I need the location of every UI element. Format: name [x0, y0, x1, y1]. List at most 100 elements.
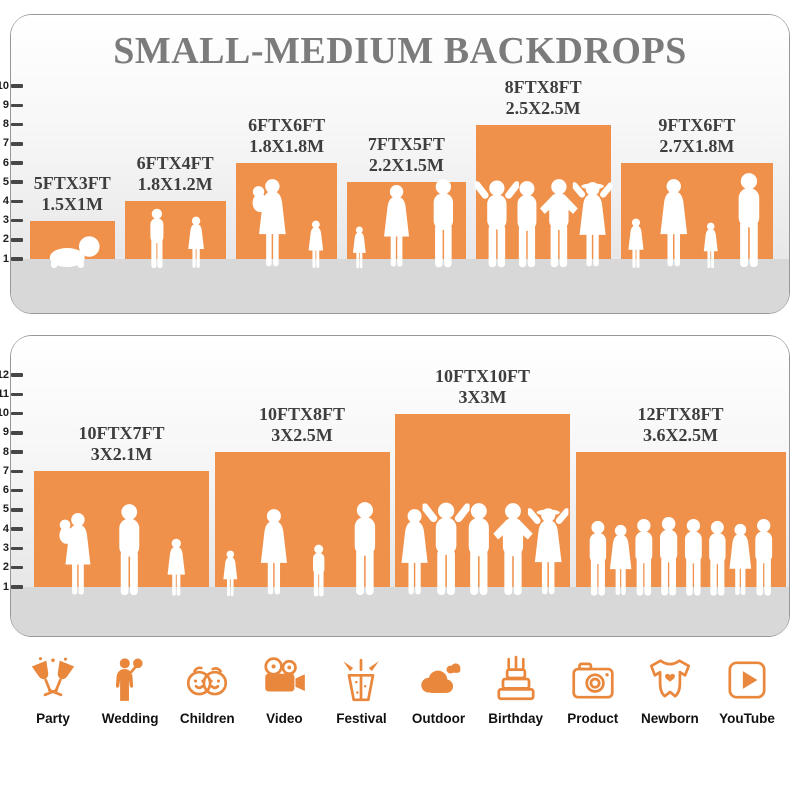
axis-tick	[11, 142, 23, 146]
axis-tick	[11, 161, 23, 165]
category-label: Wedding	[101, 711, 159, 726]
category-outdoor: Outdoor	[404, 655, 474, 726]
floor-strip	[11, 587, 789, 636]
woman-silhouette	[728, 523, 751, 595]
axis-tick	[11, 546, 23, 551]
axis-tick-label: 4	[2, 194, 9, 207]
youtube-icon	[722, 655, 772, 705]
woman-silhouette	[384, 185, 410, 267]
axis-tick-label: 11	[0, 387, 9, 400]
size-text: 12FTX8FT	[637, 404, 724, 425]
size-text: 10FTX10FT	[434, 365, 531, 386]
girl-silhouette	[628, 218, 644, 268]
category-label: Festival	[336, 711, 387, 726]
axis-tick-label: 8	[2, 118, 9, 131]
axis-tick-label: 1	[2, 580, 9, 593]
product-icon	[568, 655, 618, 705]
axis-tick	[11, 508, 23, 512]
category-youtube: YouTube	[712, 655, 782, 726]
backdrop-size-label: 7FTX5FT 2.2X1.5M	[368, 134, 445, 176]
people-silhouettes	[474, 179, 612, 268]
category-wedding: Wedding	[95, 655, 165, 726]
axis-tick-label: 12	[0, 368, 9, 381]
backdrop-size-label: 5FTX3FT 1.5X1M	[34, 173, 111, 215]
category-label: Children	[179, 711, 235, 726]
size-text: 3X2.5M	[271, 425, 333, 446]
axis-tick-label: 9	[2, 98, 9, 111]
size-text: 6FTX4FT	[136, 153, 214, 174]
category-newborn: Newborn	[635, 655, 705, 726]
category-label: Outdoor	[411, 711, 466, 726]
mother-holding-child-silhouette	[252, 179, 286, 267]
girl-silhouette	[167, 538, 185, 596]
category-label: Video	[266, 711, 303, 726]
man-silhouette	[634, 518, 652, 596]
axis-tick-label: 9	[2, 426, 9, 439]
girl-silhouette	[353, 226, 367, 269]
woman-silhouette	[401, 509, 428, 595]
axis-tick-label: 5	[2, 503, 9, 516]
axis-tick	[11, 257, 23, 261]
girl-silhouette	[308, 220, 324, 268]
category-label: YouTube	[719, 711, 775, 726]
man-silhouette	[119, 504, 140, 596]
size-text: 8FTX8FT	[504, 76, 582, 97]
category-label: Party	[36, 711, 70, 726]
man-silhouette	[659, 516, 677, 596]
newborn-icon	[645, 655, 695, 705]
category-product: Product	[558, 655, 628, 726]
axis-tick	[11, 488, 23, 493]
small-backdrops-panel: SMALL-MEDIUM BACKDROPS 1 2 3 4 5 6 7 8 9 10 5FTX3F…	[0, 14, 790, 314]
axis-tick	[11, 565, 23, 570]
axis-tick-label: 4	[2, 522, 9, 535]
people-silhouettes	[149, 208, 204, 269]
axis-tick	[11, 450, 23, 454]
size-text: 2.2X1.5M	[368, 155, 444, 176]
backdrop-size-label: 10FTX8FT 3X2.5M	[259, 404, 345, 446]
axis-tick	[11, 103, 23, 108]
size-text: 2.5X2.5M	[505, 97, 581, 118]
category-bar: Party Wedding Children Video Festival Outdoor…	[0, 655, 800, 726]
birthday-icon	[491, 655, 541, 705]
people-silhouettes	[589, 516, 772, 596]
man-arms-up-silhouette	[422, 501, 470, 596]
people-silhouettes	[49, 236, 100, 269]
outdoor-icon	[414, 655, 464, 705]
axis-tick-label: 7	[2, 464, 9, 477]
wedding-icon	[105, 655, 155, 705]
man-silhouette	[684, 518, 702, 596]
boy-silhouette	[149, 208, 163, 269]
axis-tick-label: 6	[2, 156, 9, 169]
man-silhouette	[708, 520, 726, 596]
man-silhouette	[468, 503, 489, 596]
backdrop-size-label: 8FTX8FT 2.5X2.5M	[505, 77, 582, 119]
woman-silhouette	[660, 179, 687, 267]
category-party: Party	[18, 655, 88, 726]
axis-tick-label: 8	[2, 445, 9, 458]
size-text: 3X2.1M	[90, 444, 153, 465]
size-text: 10FTX7FT	[78, 423, 165, 444]
medium-backdrops-panel: 12345678910111210FTX7FT3X2.1M10FTX8FT3X2…	[0, 335, 790, 637]
mother-holding-child-silhouette	[59, 513, 91, 595]
people-silhouettes	[59, 504, 185, 596]
people-silhouettes	[252, 179, 324, 268]
baby-crawling-silhouette	[49, 236, 100, 269]
people-silhouettes	[628, 173, 760, 269]
backdrop-size-label: 10FTX7FT 3X2.1M	[78, 423, 164, 465]
size-text: 9FTX6FT	[658, 115, 736, 135]
man-silhouette	[517, 181, 537, 268]
axis-tick	[11, 469, 23, 474]
axis-tick	[11, 527, 23, 531]
man-silhouette	[433, 179, 454, 268]
axis-tick-label: 7	[2, 137, 9, 150]
size-text: 1.8X1.8M	[249, 136, 325, 156]
size-text: 2.7X1.8M	[659, 136, 735, 156]
girl-silhouette	[187, 216, 204, 268]
woman-silhouette	[609, 524, 631, 596]
axis-tick	[11, 411, 23, 416]
axis-tick	[11, 180, 23, 184]
people-silhouettes	[353, 179, 454, 269]
girl-silhouette	[222, 550, 237, 597]
party-icon	[28, 655, 78, 705]
